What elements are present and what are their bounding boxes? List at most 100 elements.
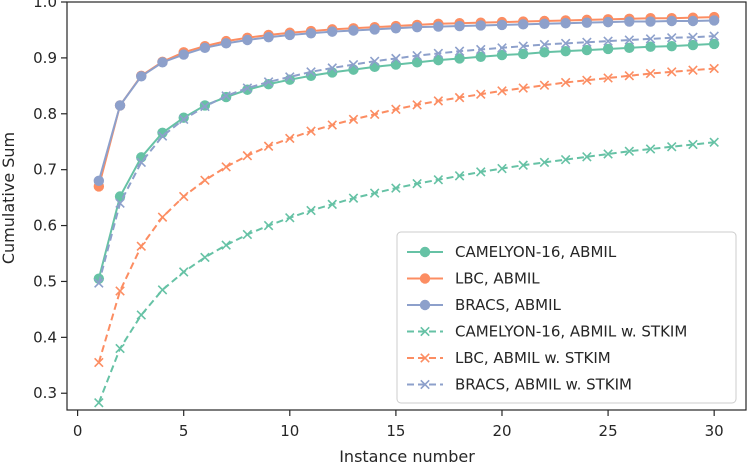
data-point	[178, 191, 189, 202]
legend-entry: LBC, ABMIL	[407, 270, 540, 288]
data-point	[497, 86, 507, 96]
data-point	[666, 15, 677, 27]
data-point	[263, 78, 274, 90]
data-point	[475, 20, 486, 31]
data-point	[114, 100, 126, 111]
data-point	[624, 35, 635, 45]
data-point	[369, 24, 380, 35]
legend-marker	[420, 379, 430, 390]
data-point	[327, 199, 338, 210]
data-point	[539, 18, 550, 29]
x-tick-label: 15	[386, 422, 405, 440]
x-axis-label: Instance number	[339, 447, 475, 466]
data-point	[263, 220, 274, 231]
data-point	[666, 33, 677, 43]
data-point	[93, 175, 105, 187]
data-point	[687, 15, 699, 27]
y-tick-label: 0.4	[33, 328, 57, 346]
data-point	[454, 53, 465, 64]
data-point	[709, 137, 719, 148]
data-point	[114, 191, 126, 202]
data-point	[518, 19, 529, 30]
data-point	[369, 109, 380, 120]
data-point	[412, 100, 422, 110]
series-4	[94, 63, 719, 368]
data-point	[136, 310, 147, 320]
data-point	[475, 44, 486, 55]
data-point	[348, 25, 359, 36]
data-point	[560, 18, 571, 29]
legend-label: LBC, ABMIL w. STKIM	[455, 349, 611, 367]
data-point	[454, 92, 465, 103]
data-point	[688, 139, 698, 150]
series-line	[97, 19, 715, 182]
data-point	[348, 193, 359, 203]
data-point	[157, 285, 168, 295]
data-point	[496, 19, 508, 31]
data-point	[200, 175, 210, 186]
data-point	[136, 241, 147, 252]
data-point	[454, 20, 465, 32]
data-point	[560, 38, 571, 49]
data-point	[285, 133, 295, 144]
data-point	[645, 41, 656, 52]
data-point	[518, 48, 529, 60]
data-point	[433, 96, 444, 106]
data-point	[475, 89, 486, 99]
y-tick-label: 1.0	[33, 0, 57, 11]
data-point	[603, 36, 613, 46]
x-tick-label: 25	[599, 422, 618, 440]
data-point	[115, 286, 125, 296]
data-point	[220, 38, 232, 49]
data-point	[582, 75, 592, 86]
data-point	[602, 16, 614, 28]
data-point	[708, 15, 720, 26]
data-point	[391, 53, 401, 64]
data-point	[221, 162, 231, 172]
data-point	[115, 198, 125, 208]
data-point	[369, 56, 380, 67]
data-point	[391, 104, 401, 115]
data-point	[178, 112, 189, 123]
data-point	[645, 16, 656, 27]
data-point	[624, 16, 635, 27]
series-line	[97, 35, 715, 284]
legend-marker	[419, 273, 431, 284]
legend-label: BRACS, ABMIL w. STKIM	[455, 376, 632, 394]
series-layer	[93, 11, 720, 408]
data-point	[433, 48, 444, 59]
data-point	[433, 54, 444, 66]
y-tick-label: 0.8	[33, 105, 57, 123]
data-point	[475, 51, 486, 62]
data-point	[306, 67, 316, 77]
data-point	[624, 146, 635, 156]
data-point	[242, 34, 253, 46]
data-point	[688, 65, 698, 75]
legend-marker	[420, 353, 430, 363]
data-point	[199, 42, 211, 54]
data-point	[306, 205, 316, 216]
data-point	[284, 29, 295, 41]
legend-label: CAMELYON-16, ABMIL	[455, 243, 617, 261]
data-point	[411, 21, 423, 33]
data-point	[645, 144, 656, 154]
data-point	[94, 357, 104, 368]
data-point	[518, 83, 528, 93]
series-5	[94, 31, 719, 288]
data-point	[348, 114, 359, 125]
data-point	[602, 43, 614, 55]
data-point	[624, 42, 635, 54]
data-point	[200, 101, 210, 112]
plot-area-border	[66, 1, 747, 411]
data-point	[582, 37, 592, 48]
data-point	[497, 163, 507, 174]
data-point	[645, 34, 656, 44]
legend-entry: BRACS, ABMIL w. STKIM	[407, 376, 632, 394]
data-point	[263, 32, 274, 43]
x-tick-label: 5	[179, 422, 189, 440]
data-point	[242, 150, 253, 161]
data-point	[348, 59, 359, 70]
data-point	[454, 171, 465, 181]
data-point	[709, 31, 719, 41]
